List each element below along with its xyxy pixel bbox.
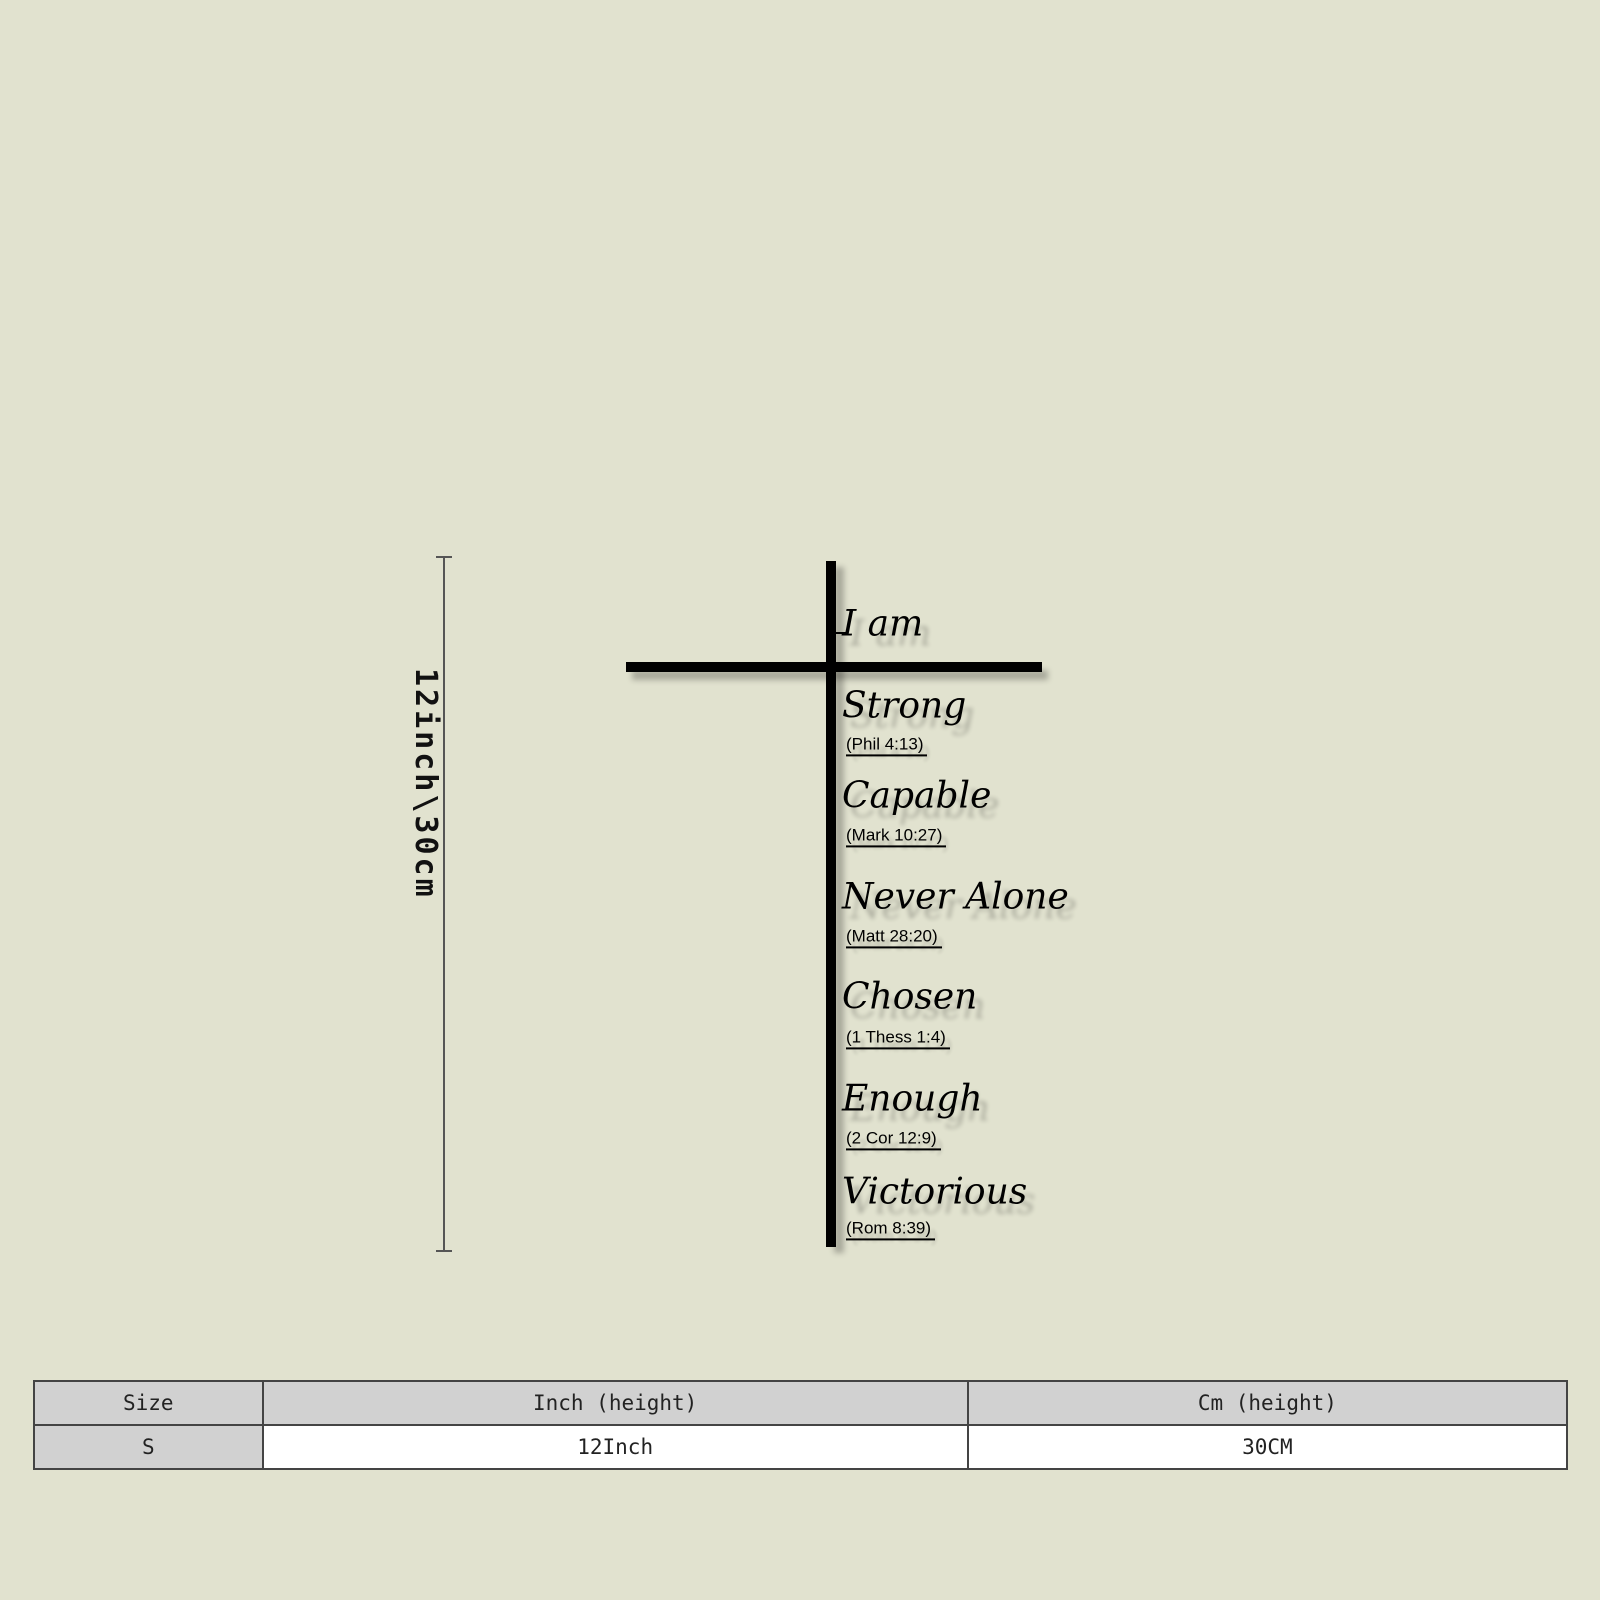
cell-cm: 30CM: [966, 1424, 1569, 1470]
size-table: Size Inch (height) Cm (height) S 12Inch …: [33, 1380, 1569, 1470]
word-capable: Capable: [842, 775, 992, 817]
table-row: S 12Inch 30CM: [33, 1424, 1569, 1470]
dimension-label: 12inch\30cm: [408, 668, 443, 900]
header-cm: Cm (height): [966, 1380, 1569, 1426]
dimension-cap-bottom: [436, 1250, 452, 1252]
ref-chosen: (1 Thess 1:4): [846, 1027, 950, 1050]
header-inch: Inch (height): [261, 1380, 969, 1426]
word-enough: Enough: [842, 1078, 983, 1120]
word-tick: [836, 632, 846, 634]
ref-enough: (2 Cor 12:9): [846, 1128, 941, 1151]
ref-never-alone: (Matt 28:20): [846, 926, 942, 949]
cross-horizontal-bar: [626, 662, 1042, 672]
word-never-alone: Never Alone: [842, 876, 1069, 918]
word-chosen: Chosen: [842, 976, 978, 1018]
cell-inch: 12Inch: [261, 1424, 969, 1470]
ref-capable: (Mark 10:27): [846, 825, 947, 848]
word-i-am: I am: [842, 603, 924, 645]
dimension-cap-top: [436, 556, 452, 558]
cross-vertical-bar: [826, 561, 836, 1247]
header-size: Size: [33, 1380, 264, 1426]
table-header-row: Size Inch (height) Cm (height): [33, 1380, 1569, 1426]
ref-strong: (Phil 4:13): [846, 734, 928, 757]
dimension-line: [443, 557, 445, 1251]
cell-size: S: [33, 1424, 264, 1470]
word-strong: Strong: [842, 685, 967, 727]
ref-victorious: (Rom 8:39): [846, 1218, 936, 1241]
word-victorious: Victorious: [842, 1171, 1028, 1213]
